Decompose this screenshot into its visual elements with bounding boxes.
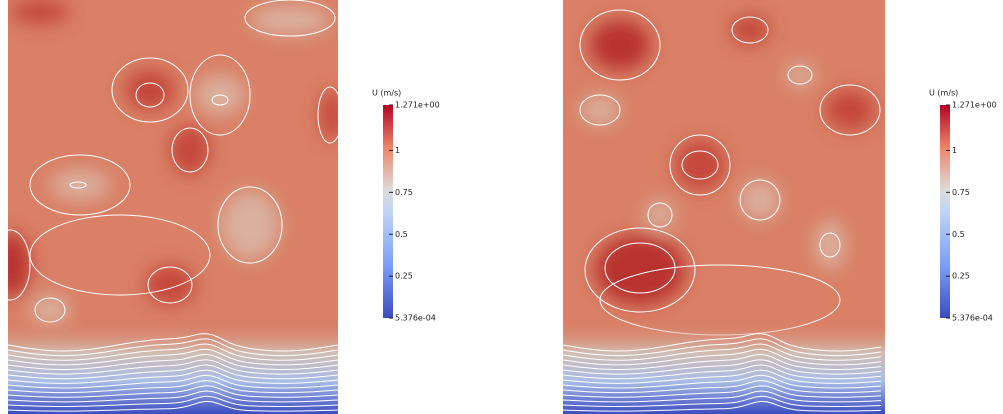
contour-line bbox=[563, 359, 882, 375]
contour-line bbox=[8, 395, 338, 407]
contour-line bbox=[8, 400, 338, 412]
colorbar-tick-label: 0.25 bbox=[395, 272, 413, 281]
contour-line bbox=[563, 390, 882, 403]
contour-line bbox=[563, 333, 882, 352]
contour-line bbox=[563, 400, 882, 412]
contour-line bbox=[8, 343, 338, 361]
contour-line bbox=[8, 385, 338, 398]
contour-line bbox=[563, 374, 882, 389]
colorbar-tick-label: 0.25 bbox=[952, 272, 970, 281]
colorbar bbox=[383, 105, 393, 318]
contour-line bbox=[8, 338, 338, 357]
colorbar-tick-label: 0.75 bbox=[395, 188, 413, 197]
contour-line bbox=[563, 338, 882, 357]
contour-line bbox=[8, 390, 338, 403]
colorbar bbox=[940, 105, 950, 318]
contour-line bbox=[563, 353, 882, 370]
colorbar-tick-label: 0.5 bbox=[952, 230, 965, 239]
colorbar-tick-label: 1.271e+00 bbox=[395, 101, 440, 110]
contour-line bbox=[8, 348, 338, 366]
contour-line bbox=[563, 395, 882, 407]
colorbar-tick-label: 1 bbox=[952, 146, 957, 155]
contour-line bbox=[8, 364, 338, 380]
colorbar-tick-label: 1 bbox=[395, 146, 400, 155]
colorbar-tick-label: 0.75 bbox=[952, 188, 970, 197]
contour-line bbox=[563, 348, 882, 366]
colorbar-tick-label: 1.271e+00 bbox=[952, 101, 997, 110]
colorbar-tick-label: 5.376e-04 bbox=[952, 314, 993, 323]
field-left bbox=[8, 0, 338, 414]
contour-line bbox=[563, 369, 882, 384]
contour-line bbox=[563, 385, 882, 398]
contour-line bbox=[563, 343, 882, 361]
colorbar-tick-label: 5.376e-04 bbox=[395, 314, 436, 323]
colorbar-tick-label: 0.5 bbox=[395, 230, 408, 239]
contour-line bbox=[563, 379, 882, 394]
colorbar-title: U (m/s) bbox=[929, 89, 958, 98]
contour-line bbox=[8, 333, 338, 352]
contour-line bbox=[563, 364, 882, 380]
contour-line bbox=[8, 374, 338, 389]
contour-line bbox=[8, 379, 338, 394]
contour-line bbox=[8, 353, 338, 370]
contour-line bbox=[8, 369, 338, 384]
colorbar-title: U (m/s) bbox=[372, 89, 401, 98]
field-right bbox=[563, 0, 885, 414]
contour-line bbox=[8, 359, 338, 375]
